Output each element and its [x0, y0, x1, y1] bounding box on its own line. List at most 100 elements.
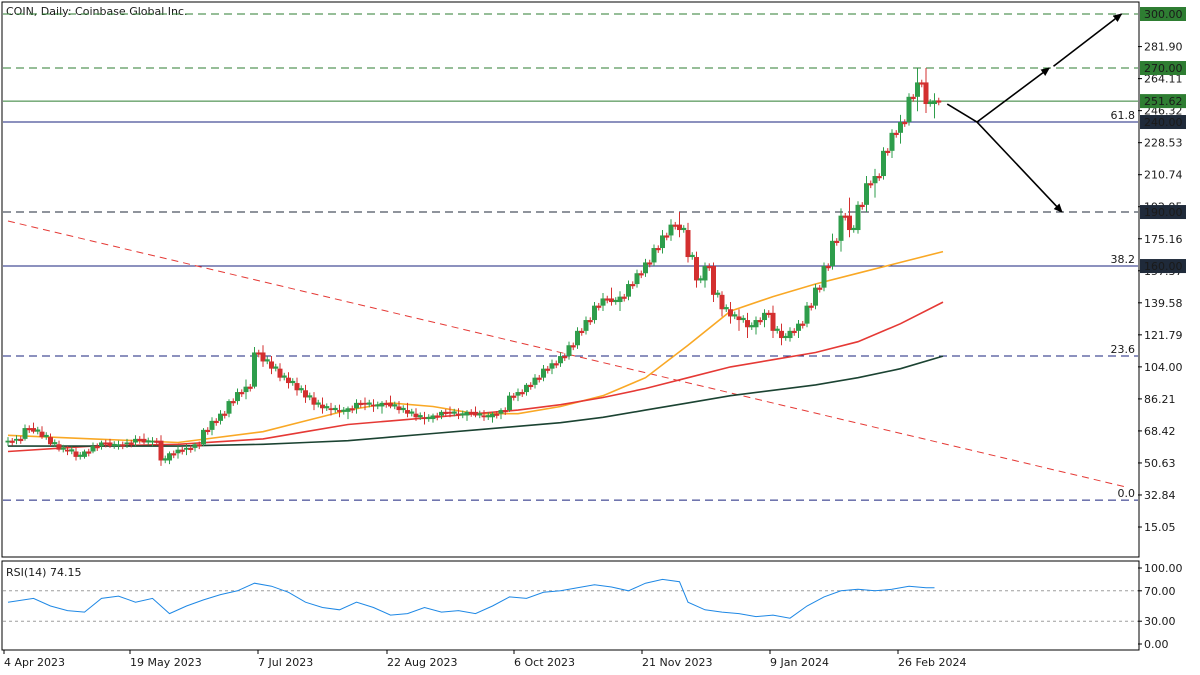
candle-body [141, 438, 147, 443]
candle-body [468, 411, 474, 415]
candle-body [779, 330, 784, 339]
candle-body [885, 150, 891, 153]
candle-body [65, 449, 70, 452]
candle-body [264, 359, 270, 362]
candle-body [813, 287, 818, 306]
rsi-tick-label: 30.00 [1144, 615, 1176, 628]
candle-body [277, 368, 283, 378]
price-label-box [1140, 115, 1186, 130]
candle-body [698, 278, 704, 281]
candle-body [120, 444, 126, 447]
price-labels: 300.00 270.00 251.62 240.00 190.00 160.00 [1140, 7, 1186, 274]
candle-body [184, 447, 189, 450]
candle-body [919, 82, 925, 85]
candle-body [358, 402, 364, 406]
candle-body [273, 366, 279, 369]
moving-average-line [8, 355, 944, 447]
candle-body [847, 215, 852, 231]
candle-body [715, 292, 721, 295]
candle-body [430, 415, 436, 420]
y-tick-label: 175.16 [1144, 233, 1183, 246]
candle-body [753, 320, 759, 328]
candle-body [681, 227, 687, 231]
candle-body [936, 100, 942, 103]
y-tick-label: 210.74 [1144, 169, 1183, 182]
candle-body [388, 402, 393, 407]
candle-body [881, 150, 886, 177]
candle-body [137, 438, 143, 442]
fib-label: 61.8 [1111, 109, 1136, 122]
candle-body [800, 323, 806, 326]
candle-body [39, 431, 45, 438]
candle-body [876, 176, 882, 179]
main-panel-frame [1, 1, 1140, 558]
candle-body [371, 404, 376, 407]
moving-average-line [7, 250, 944, 444]
candle-body [660, 235, 665, 249]
candle-body [643, 262, 648, 274]
price-label-text: 190.00 [1144, 206, 1183, 219]
candle-body [838, 215, 844, 241]
candle-body [677, 224, 682, 231]
candlesticks [5, 68, 942, 466]
candle-body [723, 307, 729, 310]
candle-body [600, 298, 606, 306]
candle-body [375, 404, 381, 407]
candle-body [460, 413, 466, 416]
candle-body [243, 386, 249, 393]
candle-body [124, 442, 130, 445]
candle-body [817, 287, 823, 290]
candle-body [18, 438, 24, 442]
candle-body [252, 352, 257, 387]
candle-body [345, 408, 351, 412]
candle-body [286, 377, 291, 384]
candle-body [107, 442, 113, 447]
candle-body [507, 395, 512, 411]
price-label-box [1140, 205, 1186, 220]
candle-body [26, 428, 32, 431]
candle-body [298, 388, 304, 391]
candle-body [617, 296, 623, 303]
candle-body [872, 176, 878, 184]
candle-body [830, 240, 835, 267]
candle-body [927, 101, 933, 105]
candle-body [409, 411, 415, 414]
candle-body [719, 294, 725, 310]
x-tick-label: 4 Apr 2023 [4, 656, 65, 669]
candle-body [5, 440, 11, 443]
projection-arrow [946, 103, 978, 123]
candle-body [362, 402, 368, 405]
candle-body [685, 230, 691, 258]
candle-body [524, 384, 529, 393]
candle-body [821, 266, 827, 288]
candle-body [651, 248, 657, 263]
candle-body [634, 273, 640, 285]
candle-body [528, 384, 534, 388]
candle-body [490, 413, 495, 418]
candle-body [175, 449, 181, 454]
rsi-line [7, 578, 935, 619]
candle-body [447, 411, 453, 414]
candle-body [56, 444, 62, 450]
candle-body [592, 305, 597, 321]
candle-body [558, 356, 563, 364]
candle-body [541, 368, 546, 378]
candle-body [439, 411, 444, 416]
y-tick-label: 104.00 [1144, 361, 1183, 374]
candle-body [902, 122, 908, 125]
candle-body [825, 266, 831, 269]
candle-body [694, 257, 699, 281]
candle-body [256, 352, 262, 355]
price-label-text: 270.00 [1144, 62, 1183, 75]
candle-body [915, 82, 920, 97]
candle-body [604, 298, 610, 301]
candle-body [783, 335, 789, 339]
candle-body [473, 411, 478, 416]
y-tick-label: 228.53 [1144, 137, 1183, 150]
horizontal-levels [3, 13, 1138, 501]
candle-body [864, 183, 869, 205]
moving-average-line [7, 301, 944, 453]
candle-body [213, 420, 219, 424]
candle-body [77, 454, 83, 457]
